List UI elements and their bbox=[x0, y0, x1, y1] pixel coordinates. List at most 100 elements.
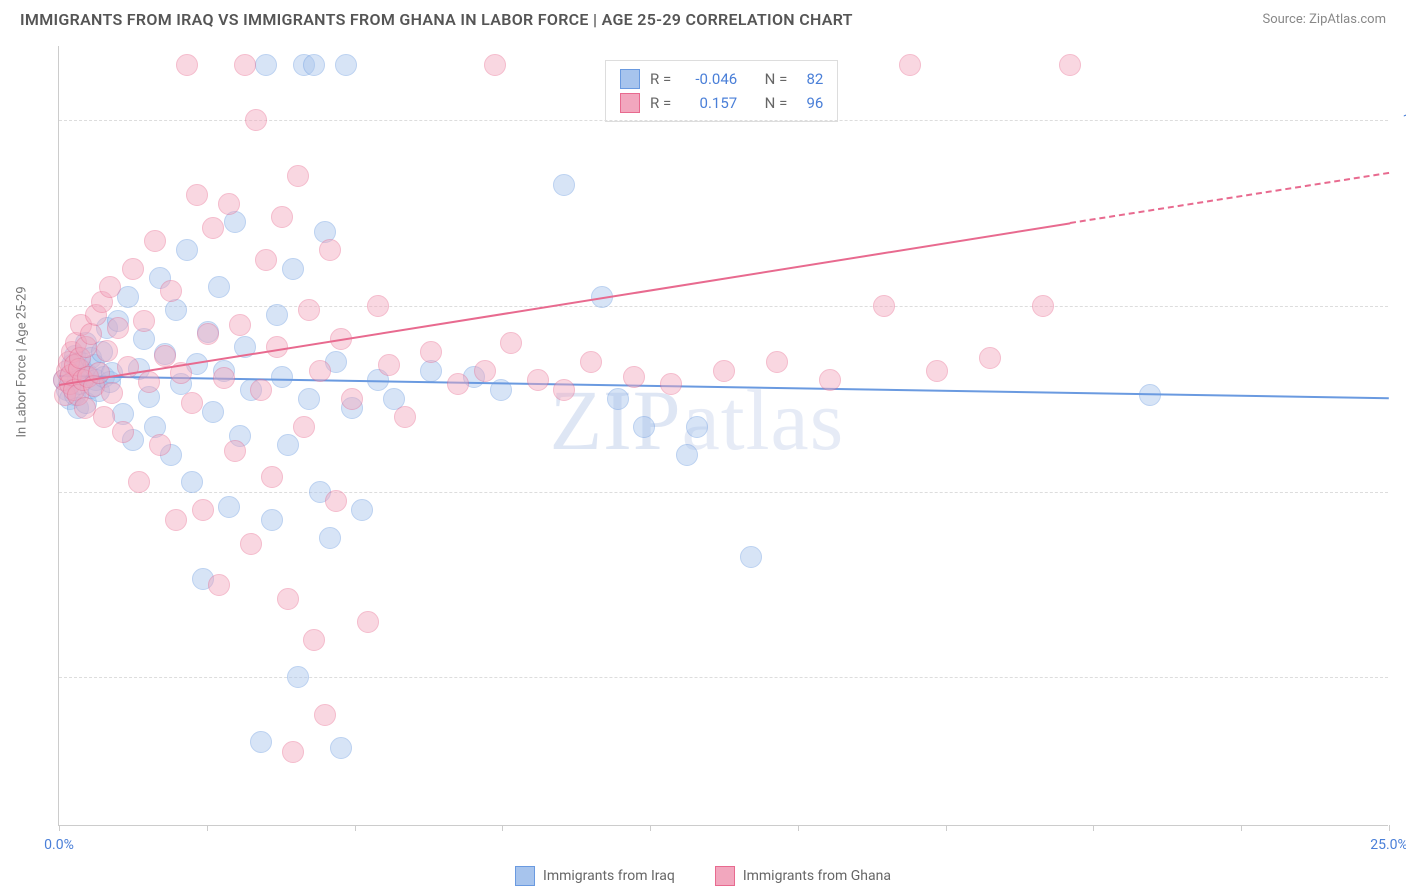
gridline-h bbox=[59, 306, 1388, 307]
x-tick-label: 0.0% bbox=[44, 837, 74, 853]
data-point bbox=[250, 731, 272, 753]
y-tick-label: 80.0% bbox=[1393, 484, 1406, 500]
data-point bbox=[202, 401, 224, 423]
data-point bbox=[325, 490, 347, 512]
data-point bbox=[181, 471, 203, 493]
data-point bbox=[580, 351, 602, 373]
data-point bbox=[303, 54, 325, 76]
data-point bbox=[899, 54, 921, 76]
data-point bbox=[676, 444, 698, 466]
data-point bbox=[213, 367, 235, 389]
data-point bbox=[160, 280, 182, 302]
data-point bbox=[474, 360, 496, 382]
data-point bbox=[287, 165, 309, 187]
legend-label: Immigrants from Iraq bbox=[543, 868, 675, 884]
y-tick-label: 100.0% bbox=[1393, 112, 1406, 128]
data-point bbox=[394, 406, 416, 428]
trend-line bbox=[59, 222, 1070, 386]
data-point bbox=[218, 193, 240, 215]
legend-label: Immigrants from Ghana bbox=[743, 868, 891, 884]
legend-swatch bbox=[620, 69, 640, 89]
x-tick-mark bbox=[650, 825, 651, 831]
x-tick-mark bbox=[59, 825, 60, 831]
x-tick-mark bbox=[355, 825, 356, 831]
data-point bbox=[330, 737, 352, 759]
trend-line-dash bbox=[1070, 172, 1390, 224]
data-point bbox=[128, 471, 150, 493]
data-point bbox=[261, 509, 283, 531]
r-value: -0.046 bbox=[681, 70, 737, 88]
data-point bbox=[553, 174, 575, 196]
data-point bbox=[740, 546, 762, 568]
data-point bbox=[277, 434, 299, 456]
data-point bbox=[165, 509, 187, 531]
r-label: R = bbox=[650, 94, 671, 112]
gridline-h bbox=[59, 677, 1388, 678]
data-point bbox=[122, 258, 144, 280]
data-point bbox=[245, 109, 267, 131]
n-value: 96 bbox=[797, 94, 823, 112]
data-point bbox=[309, 360, 331, 382]
data-point bbox=[341, 388, 363, 410]
data-point bbox=[234, 54, 256, 76]
x-tick-mark bbox=[1093, 825, 1094, 831]
data-point bbox=[335, 54, 357, 76]
data-point bbox=[1032, 295, 1054, 317]
data-point bbox=[138, 371, 160, 393]
data-point bbox=[208, 276, 230, 298]
data-point bbox=[133, 310, 155, 332]
data-point bbox=[633, 416, 655, 438]
data-point bbox=[447, 373, 469, 395]
data-point bbox=[271, 366, 293, 388]
data-point bbox=[420, 341, 442, 363]
data-point bbox=[314, 704, 336, 726]
data-point bbox=[351, 499, 373, 521]
n-label: N = bbox=[765, 70, 788, 88]
data-point bbox=[500, 332, 522, 354]
data-point bbox=[277, 588, 299, 610]
y-tick-label: 70.0% bbox=[1393, 669, 1406, 685]
data-point bbox=[101, 382, 123, 404]
chart-title: IMMIGRANTS FROM IRAQ VS IMMIGRANTS FROM … bbox=[20, 10, 853, 29]
bottom-legend-item: Immigrants from Ghana bbox=[715, 866, 891, 886]
data-point bbox=[255, 54, 277, 76]
data-point bbox=[357, 611, 379, 633]
n-label: N = bbox=[765, 94, 788, 112]
data-point bbox=[319, 527, 341, 549]
data-point bbox=[484, 54, 506, 76]
data-point bbox=[766, 351, 788, 373]
data-point bbox=[176, 239, 198, 261]
data-point bbox=[93, 406, 115, 428]
data-point bbox=[192, 499, 214, 521]
x-tick-label: 25.0% bbox=[1370, 837, 1406, 853]
data-point bbox=[819, 369, 841, 391]
y-tick-label: 90.0% bbox=[1393, 298, 1406, 314]
x-tick-mark bbox=[1389, 825, 1390, 831]
data-point bbox=[255, 249, 277, 271]
data-point bbox=[282, 258, 304, 280]
x-tick-mark bbox=[946, 825, 947, 831]
data-point bbox=[713, 360, 735, 382]
data-point bbox=[1059, 54, 1081, 76]
data-point bbox=[202, 217, 224, 239]
data-point bbox=[926, 360, 948, 382]
data-point bbox=[208, 574, 230, 596]
data-point bbox=[197, 323, 219, 345]
legend-swatch bbox=[515, 866, 535, 886]
data-point bbox=[298, 299, 320, 321]
legend-swatch bbox=[715, 866, 735, 886]
data-point bbox=[261, 466, 283, 488]
x-tick-mark bbox=[207, 825, 208, 831]
data-point bbox=[240, 533, 262, 555]
data-point bbox=[112, 421, 134, 443]
x-tick-mark bbox=[502, 825, 503, 831]
stats-legend-row: R =0.157 N =96 bbox=[620, 91, 823, 115]
data-point bbox=[271, 206, 293, 228]
data-point bbox=[293, 416, 315, 438]
data-point bbox=[224, 440, 246, 462]
chart-plot-area: ZIPatlas R =-0.046 N =82R =0.157 N =96 7… bbox=[58, 46, 1388, 826]
bottom-legend: Immigrants from Iraq Immigrants from Ghan… bbox=[0, 866, 1406, 886]
data-point bbox=[527, 369, 549, 391]
data-point bbox=[176, 54, 198, 76]
data-point bbox=[186, 184, 208, 206]
